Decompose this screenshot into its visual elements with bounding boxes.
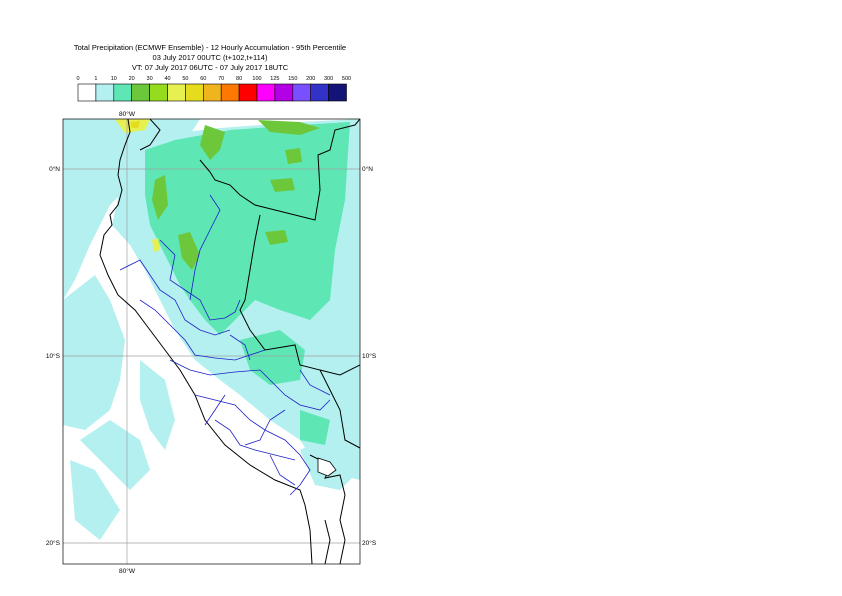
map-frame [62, 118, 361, 565]
legend-label: 30 [147, 76, 153, 82]
legend-label: 20 [129, 76, 135, 82]
color-legend: 0 1 10 20 30 40 50 60 70 80 100 125 150 200 300 500 [76, 76, 351, 102]
lon-label-bottom: 80°W [119, 567, 136, 575]
lat-label-left-2: 20°S [46, 539, 61, 547]
legend-swatch [328, 83, 347, 102]
legend-label: 0 [76, 76, 79, 82]
legend-label: 125 [270, 76, 279, 82]
land-precip-medium [145, 122, 350, 445]
legend-label: 50 [182, 76, 188, 82]
legend-label: 10 [111, 76, 117, 82]
legend-label: 300 [324, 76, 333, 82]
legend-swatches [77, 83, 347, 102]
legend-label: 70 [218, 76, 224, 82]
lon-label-top: 80°W [119, 110, 136, 118]
legend-label: 1 [94, 76, 97, 82]
lat-label-right-2: 20°S [362, 539, 377, 547]
land-precip-heavy [152, 120, 320, 270]
legend-label: 100 [252, 76, 261, 82]
land-precip-peaks [115, 119, 160, 252]
lat-label-right-1: 10°S [362, 352, 377, 360]
lake-titicaca [317, 457, 337, 477]
legend-label: 150 [288, 76, 297, 82]
lat-label-right-0: 0°N [362, 165, 373, 173]
map-title: Total Precipitation (ECMWF Ensemble) - 1… [73, 43, 347, 52]
regional-borders [119, 194, 331, 496]
legend-label: 500 [342, 76, 351, 82]
run-info: 03 July 2017 00UTC (t+102,t+114) [152, 53, 268, 62]
lat-label-left-0: 0°N [49, 165, 60, 173]
valid-time: VT: 07 July 2017 06UTC - 07 July 2017 18… [131, 63, 289, 72]
legend-label: 40 [164, 76, 170, 82]
legend-label: 60 [200, 76, 206, 82]
legend-label: 200 [306, 76, 315, 82]
legend-labels: 0 1 10 20 30 40 50 60 70 80 100 125 150 200 300 500 [76, 76, 351, 82]
lat-label-left-1: 10°S [46, 352, 61, 360]
legend-label: 80 [236, 76, 242, 82]
